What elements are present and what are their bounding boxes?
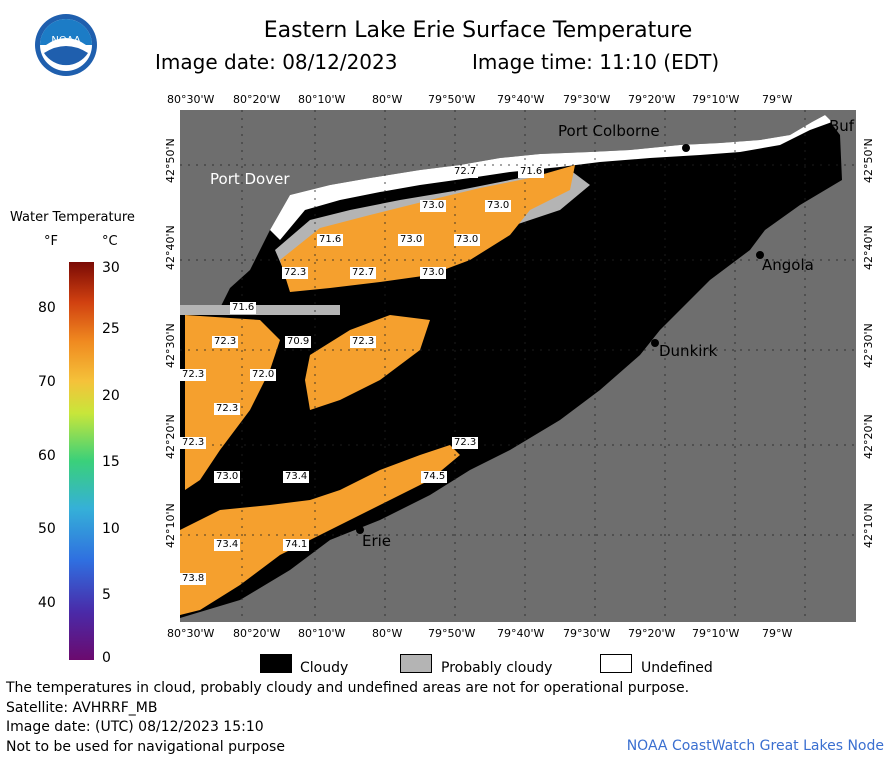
temperature-label: 73.4 [283, 471, 310, 483]
lon-tick-bottom: 80°30'W [167, 627, 215, 640]
temperature-label: 72.3 [350, 336, 377, 348]
temperature-label: 73.4 [214, 539, 241, 551]
temperature-label: 73.0 [454, 234, 481, 246]
lat-tick-right: 42°10'N [862, 503, 875, 548]
lon-tick-top: 79°30'W [563, 93, 611, 106]
temperature-label: 74.1 [283, 539, 310, 551]
temperature-label: 73.0 [398, 234, 425, 246]
map-title: Eastern Lake Erie Surface Temperature [263, 18, 693, 43]
fahrenheit-tick: 70 [38, 374, 56, 390]
lon-tick-top: 79°50'W [428, 93, 476, 106]
lat-tick-left: 42°40'N [164, 225, 177, 270]
temperature-label: 72.3 [180, 437, 207, 449]
lat-tick-right: 42°20'N [862, 414, 875, 459]
temperature-label: 72.7 [350, 267, 377, 279]
celsius-tick: 0 [102, 650, 111, 666]
undefined-label: Undefined [641, 660, 713, 676]
temperature-label: 73.8 [180, 573, 207, 585]
lake-map: Port Dover Port Colborne Buf Angola Dunk… [180, 110, 856, 622]
lon-tick-bottom: 80°W [372, 627, 403, 640]
noaa-logo-icon: NOAA [35, 14, 97, 76]
footer-utc-date: Image date: (UTC) 08/12/2023 15:10 [6, 719, 264, 735]
dunkirk-marker [651, 339, 659, 347]
place-port-dover: Port Dover [210, 170, 290, 188]
undefined-swatch [600, 654, 632, 673]
lat-tick-left: 42°30'N [164, 323, 177, 368]
temperature-label: 74.5 [421, 471, 448, 483]
footer-note: The temperatures in cloud, probably clou… [6, 680, 690, 696]
fahrenheit-tick: 50 [38, 521, 56, 537]
temperature-label: 73.0 [420, 200, 447, 212]
temperature-label: 70.9 [285, 336, 312, 348]
celsius-tick: 20 [102, 388, 120, 404]
celsius-tick: 25 [102, 321, 120, 337]
image-time: Image time: 11:10 (EDT) [472, 50, 720, 74]
probably-cloudy-swatch [400, 654, 432, 673]
color-bar [69, 262, 94, 660]
unit-celsius: °C [102, 234, 118, 249]
place-erie: Erie [362, 532, 392, 550]
angola-marker [756, 251, 764, 259]
lat-tick-right: 42°40'N [862, 225, 875, 270]
lon-tick-bottom: 79°10'W [692, 627, 740, 640]
image-date: Image date: 08/12/2023 [155, 50, 398, 74]
unit-fahrenheit: °F [44, 234, 58, 249]
celsius-tick: 15 [102, 454, 120, 470]
temperature-label: 72.3 [214, 403, 241, 415]
footer-nav: Not to be used for navigational purpose [6, 739, 285, 755]
temperature-label: 72.3 [282, 267, 309, 279]
temperature-label: 72.7 [452, 166, 479, 178]
lon-tick-bottom: 79°50'W [428, 627, 476, 640]
lon-tick-top: 79°40'W [497, 93, 545, 106]
lon-tick-bottom: 79°30'W [563, 627, 611, 640]
place-buffalo: Buf [829, 117, 855, 135]
temperature-label: 73.0 [485, 200, 512, 212]
lon-tick-bottom: 79°40'W [497, 627, 545, 640]
lon-tick-top: 79°10'W [692, 93, 740, 106]
lon-tick-top: 79°W [762, 93, 793, 106]
temperature-label: 72.3 [212, 336, 239, 348]
footer-satellite: Satellite: AVHRRF_MB [6, 700, 158, 716]
lat-tick-right: 42°50'N [862, 138, 875, 183]
temperature-label: 71.6 [230, 302, 257, 314]
fahrenheit-tick: 80 [38, 300, 56, 316]
temperature-label: 72.3 [180, 369, 207, 381]
lat-tick-left: 42°50'N [164, 138, 177, 183]
map-canvas [180, 110, 856, 622]
cloudy-label: Cloudy [300, 660, 349, 676]
lat-tick-right: 42°30'N [862, 323, 875, 368]
probably-cloudy-label: Probably cloudy [441, 660, 553, 676]
lon-tick-bottom: 79°20'W [628, 627, 676, 640]
cloudy-swatch [260, 654, 292, 673]
temperature-label: 72.0 [250, 369, 277, 381]
erie-marker [356, 526, 364, 534]
fahrenheit-tick: 40 [38, 595, 56, 611]
celsius-tick: 30 [102, 260, 120, 276]
temperature-label: 71.6 [317, 234, 344, 246]
place-port-colborne: Port Colborne [558, 122, 660, 140]
celsius-tick: 10 [102, 521, 120, 537]
temperature-label: 73.0 [214, 471, 241, 483]
temperature-label: 72.3 [452, 437, 479, 449]
lon-tick-top: 80°30'W [167, 93, 215, 106]
place-dunkirk: Dunkirk [659, 342, 718, 360]
lon-tick-bottom: 79°W [762, 627, 793, 640]
lat-tick-left: 42°20'N [164, 414, 177, 459]
port-colborne-marker [682, 144, 690, 152]
lon-tick-top: 80°10'W [298, 93, 346, 106]
footer-credit: NOAA CoastWatch Great Lakes Node [626, 738, 884, 754]
lon-tick-bottom: 80°20'W [233, 627, 281, 640]
temperature-label: 73.0 [420, 267, 447, 279]
lon-tick-top: 79°20'W [628, 93, 676, 106]
place-angola: Angola [762, 256, 814, 274]
lon-tick-top: 80°W [372, 93, 403, 106]
celsius-tick: 5 [102, 587, 111, 603]
lon-tick-top: 80°20'W [233, 93, 281, 106]
legend-title: Water Temperature [10, 210, 135, 225]
temperature-label: 71.6 [518, 166, 545, 178]
logo-text: NOAA [51, 35, 80, 46]
lat-tick-left: 42°10'N [164, 503, 177, 548]
lon-tick-bottom: 80°10'W [298, 627, 346, 640]
fahrenheit-tick: 60 [38, 448, 56, 464]
